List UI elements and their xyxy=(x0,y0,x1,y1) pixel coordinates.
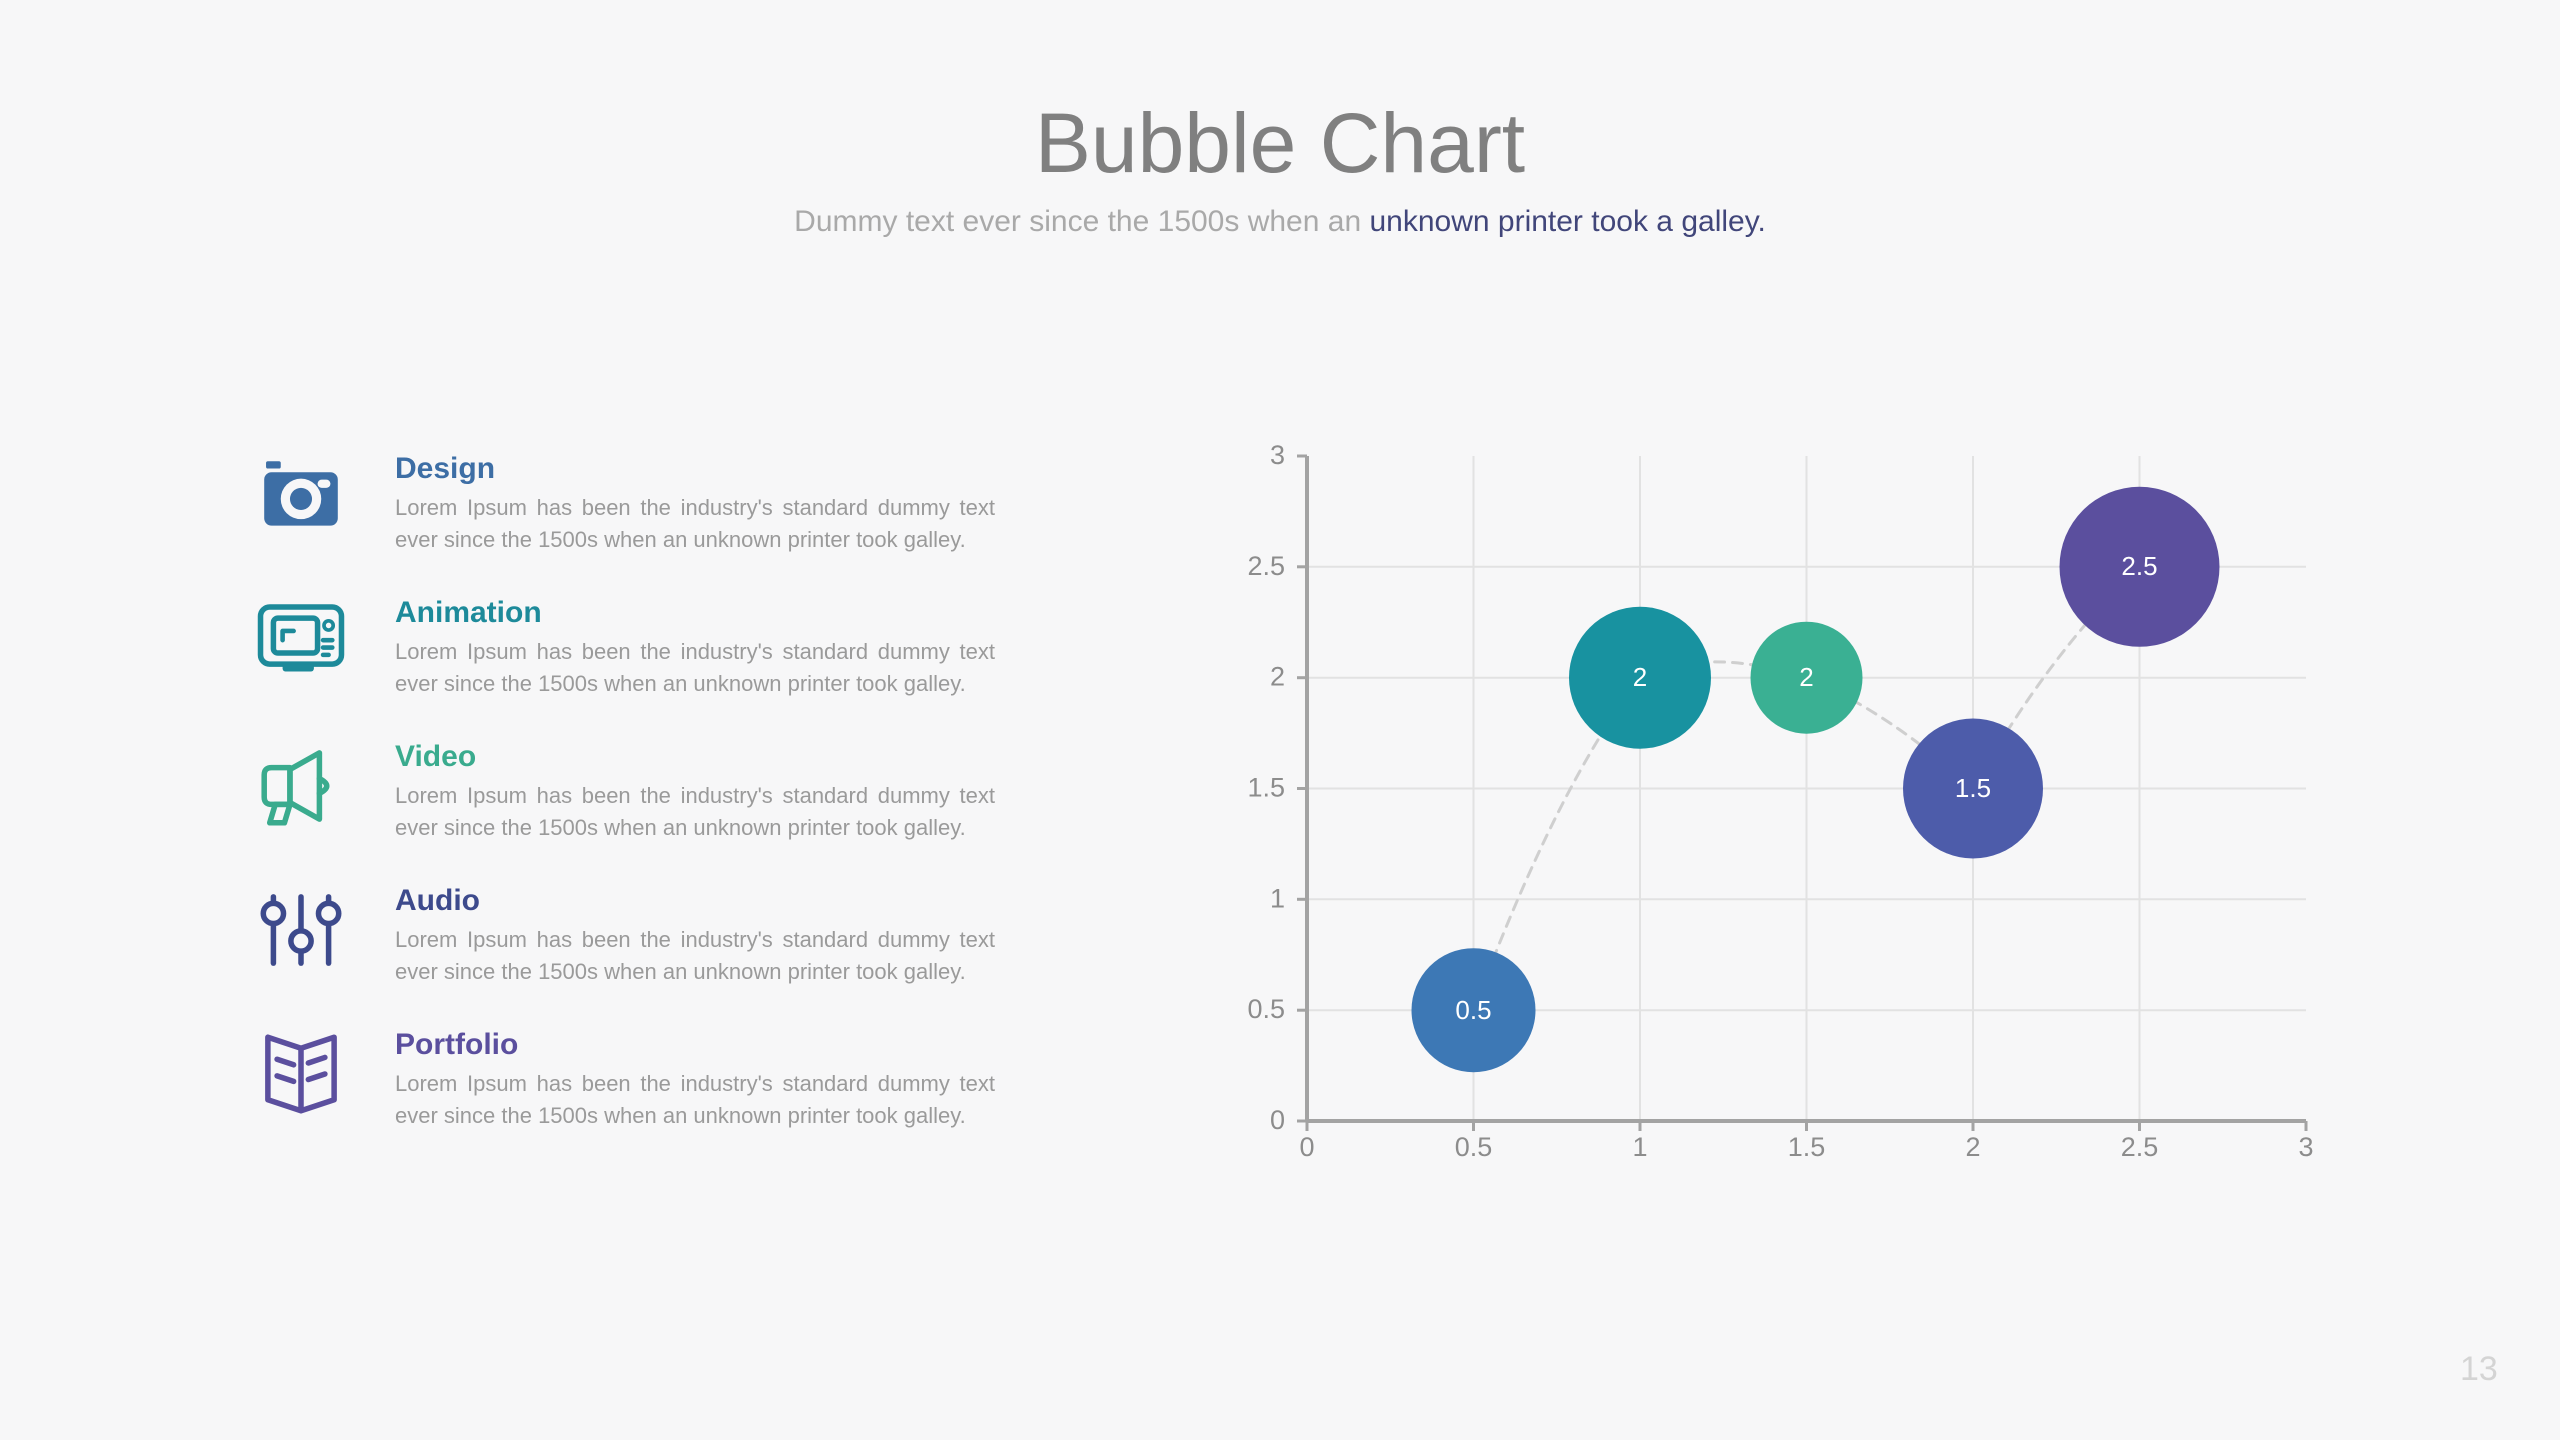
svg-text:3: 3 xyxy=(1270,440,1285,470)
svg-text:2: 2 xyxy=(1965,1132,1980,1162)
svg-text:2.5: 2.5 xyxy=(2121,551,2157,581)
svg-text:1.5: 1.5 xyxy=(1955,773,1991,803)
svg-text:0.5: 0.5 xyxy=(1247,994,1285,1024)
svg-text:2: 2 xyxy=(1799,662,1813,692)
svg-text:2: 2 xyxy=(1633,662,1647,692)
svg-text:0.5: 0.5 xyxy=(1455,1132,1493,1162)
svg-text:1: 1 xyxy=(1270,883,1285,913)
svg-text:1.5: 1.5 xyxy=(1788,1132,1826,1162)
svg-text:2.5: 2.5 xyxy=(1247,551,1285,581)
svg-text:0: 0 xyxy=(1270,1105,1285,1135)
svg-text:1.5: 1.5 xyxy=(1247,773,1285,803)
svg-text:2.5: 2.5 xyxy=(2121,1132,2159,1162)
svg-text:2: 2 xyxy=(1270,662,1285,692)
svg-text:3: 3 xyxy=(2298,1132,2313,1162)
svg-text:1: 1 xyxy=(1632,1132,1647,1162)
svg-text:0.5: 0.5 xyxy=(1455,995,1491,1025)
svg-text:0: 0 xyxy=(1299,1132,1314,1162)
